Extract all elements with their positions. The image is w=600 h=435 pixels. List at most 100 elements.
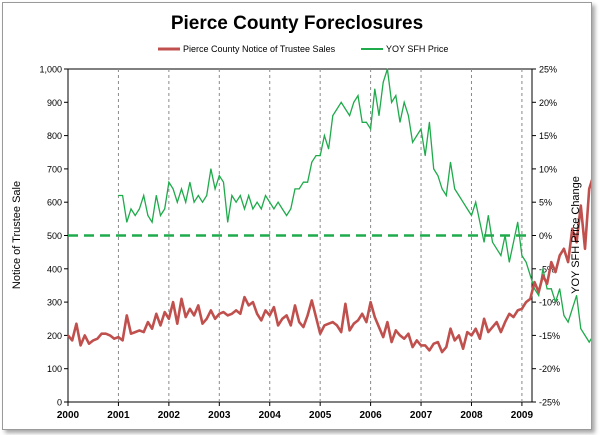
- data-point-trustee-sales: [525, 301, 527, 303]
- data-point-yoy-price: [391, 101, 393, 103]
- data-point-trustee-sales: [113, 338, 115, 340]
- data-point-yoy-price: [576, 294, 578, 296]
- data-point-yoy-price: [227, 221, 229, 223]
- data-point-trustee-sales: [197, 304, 199, 307]
- data-point-trustee-sales: [567, 261, 569, 263]
- data-point-trustee-sales: [454, 339, 456, 341]
- y-axis-label: Notice of Trustee Sale: [11, 181, 23, 289]
- data-point-trustee-sales: [344, 303, 346, 305]
- data-point-trustee-sales: [227, 314, 229, 317]
- x-tick-label: 2003: [208, 410, 231, 421]
- data-point-yoy-price: [470, 215, 472, 217]
- data-point-yoy-price: [420, 128, 422, 130]
- data-point-trustee-sales: [168, 318, 170, 320]
- data-point-trustee-sales: [483, 318, 485, 320]
- data-point-trustee-sales: [302, 326, 304, 328]
- data-point-trustee-sales: [508, 313, 510, 315]
- legend-label-trustee: Pierce County Notice of Trustee Sales: [183, 44, 336, 54]
- data-point-yoy-price: [239, 195, 241, 197]
- data-point-yoy-price: [378, 115, 380, 117]
- data-point-yoy-price: [122, 195, 124, 197]
- data-point-yoy-price: [386, 68, 388, 70]
- data-point-trustee-sales: [298, 321, 300, 323]
- data-point-trustee-sales: [424, 344, 426, 346]
- data-point-trustee-sales: [67, 334, 69, 336]
- data-point-trustee-sales: [332, 321, 334, 323]
- data-point-trustee-sales: [554, 271, 557, 273]
- data-point-yoy-price: [370, 128, 372, 130]
- data-point-yoy-price: [483, 241, 485, 243]
- y2-tick-label: -10%: [539, 298, 560, 308]
- data-point-yoy-price: [294, 188, 296, 190]
- data-point-yoy-price: [349, 115, 351, 117]
- data-point-yoy-price: [155, 195, 157, 197]
- data-point-trustee-sales: [420, 344, 422, 346]
- data-point-trustee-sales: [370, 301, 372, 303]
- y-tick-label: 400: [47, 264, 62, 274]
- data-point-yoy-price: [491, 241, 493, 243]
- data-point-yoy-price: [336, 108, 338, 110]
- data-point-trustee-sales: [575, 241, 578, 243]
- data-point-yoy-price: [424, 155, 426, 157]
- y2-tick-label: 25%: [539, 65, 557, 75]
- data-point-trustee-sales: [315, 316, 317, 318]
- data-point-yoy-price: [269, 201, 271, 203]
- data-point-trustee-sales: [218, 313, 220, 315]
- data-point-yoy-price: [479, 221, 481, 223]
- data-point-trustee-sales: [504, 321, 506, 323]
- data-point-trustee-sales: [559, 254, 561, 257]
- data-point-trustee-sales: [306, 314, 309, 317]
- data-point-trustee-sales: [353, 323, 355, 325]
- data-point-trustee-sales: [475, 328, 477, 330]
- data-point-trustee-sales: [319, 333, 321, 335]
- data-point-trustee-sales: [193, 314, 195, 317]
- x-tick-label: 2008: [460, 410, 483, 421]
- chart-svg: Pierce County Foreclosures Pierce County…: [11, 13, 600, 421]
- x-tick-label: 2007: [410, 410, 433, 421]
- data-point-yoy-price: [290, 208, 292, 210]
- data-point-trustee-sales: [248, 304, 250, 307]
- data-point-trustee-sales: [340, 331, 342, 333]
- data-point-yoy-price: [244, 208, 246, 210]
- data-point-trustee-sales: [201, 323, 204, 325]
- data-point-yoy-price: [353, 101, 355, 103]
- legend-label-price: YOY SFH Price: [386, 44, 448, 54]
- data-point-yoy-price: [323, 135, 325, 137]
- data-point-yoy-price: [302, 181, 304, 183]
- data-point-yoy-price: [265, 195, 267, 197]
- data-point-yoy-price: [508, 261, 510, 263]
- data-point-trustee-sales: [122, 339, 124, 341]
- data-point-yoy-price: [126, 221, 128, 223]
- data-point-yoy-price: [559, 288, 561, 290]
- data-point-yoy-price: [214, 188, 216, 190]
- data-point-trustee-sales: [311, 299, 313, 302]
- data-point-yoy-price: [534, 288, 536, 290]
- data-point-trustee-sales: [277, 324, 279, 327]
- y2-tick-label: 15%: [539, 131, 557, 141]
- data-point-trustee-sales: [412, 346, 414, 348]
- x-tick-label: 2005: [309, 410, 332, 421]
- data-point-trustee-sales: [155, 313, 157, 315]
- y-tick-label: 1,000: [39, 65, 62, 75]
- data-point-yoy-price: [395, 95, 397, 97]
- data-point-trustee-sales: [391, 341, 393, 343]
- data-point-trustee-sales: [109, 334, 111, 336]
- data-point-trustee-sales: [206, 318, 208, 320]
- data-point-trustee-sales: [327, 323, 330, 325]
- data-point-yoy-price: [235, 201, 237, 203]
- chart-title: Pierce County Foreclosures: [171, 13, 423, 34]
- data-point-trustee-sales: [470, 334, 473, 336]
- data-point-yoy-price: [248, 195, 250, 197]
- data-point-trustee-sales: [399, 334, 401, 336]
- data-point-trustee-sales: [96, 338, 99, 340]
- data-point-yoy-price: [445, 195, 447, 197]
- data-point-yoy-price: [571, 308, 573, 310]
- data-point-trustee-sales: [357, 319, 359, 322]
- data-point-yoy-price: [134, 215, 136, 217]
- data-point-yoy-price: [550, 288, 552, 290]
- data-point-yoy-price: [496, 248, 498, 250]
- data-point-yoy-price: [521, 254, 523, 256]
- y2-tick-label: -15%: [539, 331, 560, 341]
- data-point-yoy-price: [147, 215, 149, 217]
- data-point-trustee-sales: [512, 316, 515, 318]
